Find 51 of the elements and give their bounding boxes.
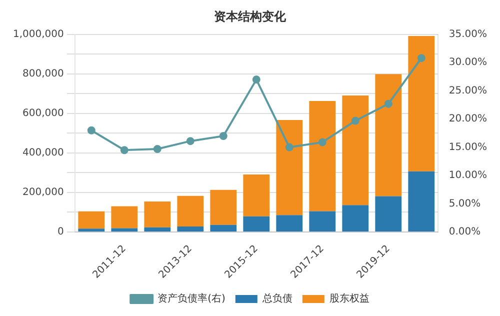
point: [351, 116, 360, 125]
legend-label: 总负债: [261, 292, 292, 305]
bar: [375, 196, 402, 232]
bar: [309, 100, 336, 212]
point: [153, 144, 162, 153]
y2-tick-label: 30.00%: [448, 57, 488, 68]
y2-tick-label: 15.00%: [448, 142, 488, 153]
point: [318, 138, 326, 146]
point: [285, 143, 294, 152]
point: [120, 146, 128, 154]
bar: [177, 196, 204, 226]
point: [252, 76, 260, 84]
y-tick-label: 600,000: [22, 108, 64, 120]
y2-tick-label: 0.00%: [448, 226, 481, 238]
point: [186, 137, 194, 146]
bar: [111, 206, 138, 228]
y-tick-label: 200,000: [22, 187, 64, 198]
bar: [243, 216, 270, 232]
bar: [276, 215, 303, 232]
y2-tick-label: 25.00%: [448, 85, 488, 96]
y2-tick-label: 5.00%: [448, 198, 481, 210]
bar: [342, 205, 369, 232]
bar: [309, 211, 336, 232]
legend-label: 资产负债率(右): [158, 292, 226, 305]
y2-tick-label: 35.00%: [448, 28, 488, 40]
bar: [408, 36, 435, 172]
y-tick-label: 0: [58, 226, 64, 238]
bar: [276, 120, 303, 216]
bar: [210, 190, 237, 225]
bar: [78, 211, 105, 229]
point: [417, 54, 426, 62]
legend-label: 股东权益: [329, 292, 370, 305]
bar: [408, 171, 435, 232]
bar: [177, 226, 204, 232]
y2-tick-label: 20.00%: [448, 114, 488, 125]
bar: [78, 228, 105, 232]
bar: [144, 227, 171, 232]
y-tick-label: 800,000: [22, 68, 64, 80]
bar: [342, 95, 369, 206]
bar: [375, 74, 402, 196]
y-tick-label: 400,000: [22, 148, 64, 159]
point: [384, 100, 392, 108]
point: [219, 132, 228, 140]
chart-title: 资本结构变化: [214, 9, 287, 24]
bar: [243, 174, 270, 216]
bar: [144, 202, 171, 228]
point: [87, 126, 96, 134]
bar: [210, 224, 237, 232]
bar: [111, 228, 138, 232]
y-tick-label: 1,000,000: [12, 28, 64, 40]
y2-tick-label: 10.00%: [448, 170, 488, 182]
